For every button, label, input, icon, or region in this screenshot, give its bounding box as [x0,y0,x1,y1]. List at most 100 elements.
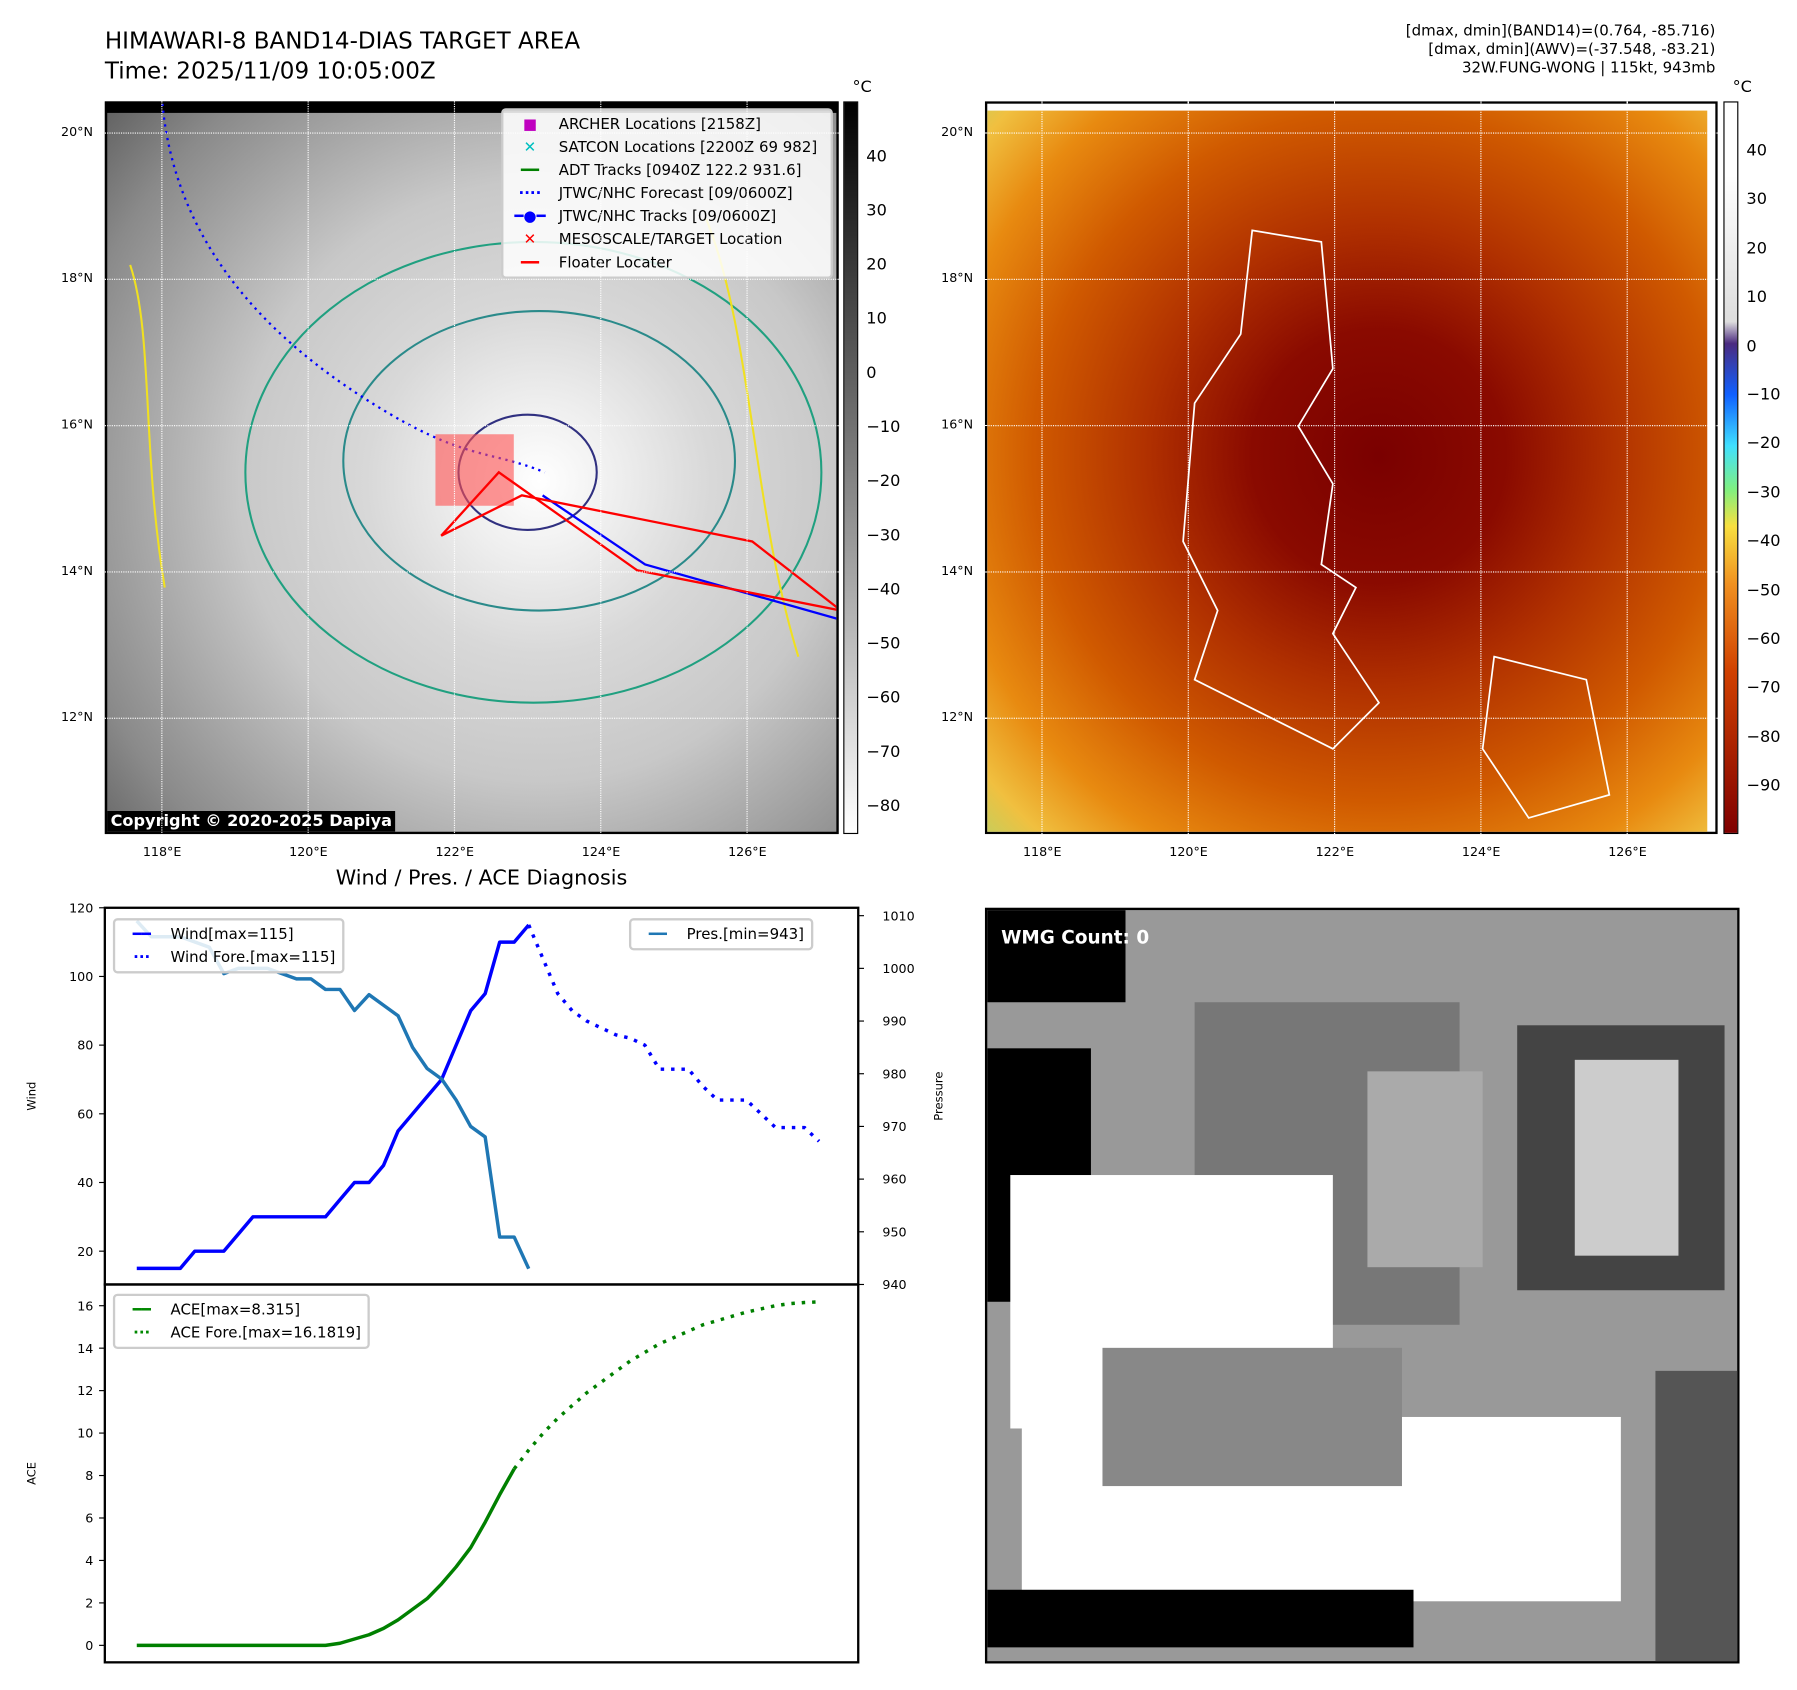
y-axis-label: ACE [25,1462,39,1485]
colorbar-tick: −80 [1746,727,1781,747]
figure-title: HIMAWARI-8 BAND14-DIAS TARGET AREA [104,26,581,55]
map2-overlay [1182,229,1611,819]
band14-range: [dmax, dmin](BAND14)=(0.764, -85.716) [1405,23,1716,41]
x-marker-icon: ✕ [523,230,537,249]
legend-label: MESOSCALE/TARGET Location [558,230,783,249]
lon-tick-label: 126°E [1608,844,1647,860]
wmg-cell [987,1589,1414,1648]
series-line-ace-fore- [512,1300,820,1470]
y2-axis-label: Pressure [931,1072,945,1121]
lat-tick-label: 16°N [61,417,94,432]
contour-yellow [129,264,166,588]
lat-gridline [104,717,839,719]
y-tick-label: 16 [77,1298,93,1313]
legend-item: ━●━ JTWC/NHC Tracks [09/0600Z] [510,205,823,228]
dotted-line-icon: ··· [133,948,151,966]
legend-item: ━━ ADT Tracks [0940Z 122.2 931.6] [510,159,823,182]
lon-gridline [1626,101,1628,835]
y-tick-label: 60 [77,1106,93,1121]
lon-gridline [746,101,748,836]
lat-tick-label: 12°N [61,709,94,725]
y2-tick-label: 1010 [882,908,914,923]
y-tick-label: 12 [77,1383,93,1398]
coastline [1481,655,1611,819]
colorbar-tick: 0 [1746,337,1757,356]
y-tick-label: 100 [69,969,93,984]
wmg-count: WMG Count: 0 [1001,926,1150,949]
pressure-legend: ━━ Pres.[min=943] [628,918,814,951]
lat-tick-label: 14°N [61,563,94,579]
colorbar-tick: −90 [1746,776,1781,796]
legend-label: SATCON Locations [2200Z 69 982] [558,138,818,157]
lon-tick-label: 124°E [581,844,621,860]
awv-imagery [987,110,1708,832]
jtwc-track [541,494,837,620]
legend-label: ARCHER Locations [2158Z] [558,115,761,134]
wind-legend: ━━ Wind[max=115] ··· Wind Fore.[max=115] [112,918,345,974]
floater-locater [440,470,837,611]
awv-range: [dmax, dmin](AWV)=(-37.548, -83.21) [1428,41,1716,59]
colorbar-tick: −40 [1746,532,1781,551]
lon-tick-label: 120°E [289,844,328,860]
y-tick-label: 0 [85,1638,93,1653]
legend-ace: ACE[max=8.315] [170,1301,301,1319]
legend-label: Floater Locater [558,254,672,272]
colorbar-tick: 10 [1746,288,1767,307]
colorbar-tick: −20 [1746,434,1781,454]
y-tick-label: 40 [77,1175,93,1190]
lat-tick-label: 20°N [941,124,974,140]
legend-label: JTWC/NHC Forecast [09/0600Z] [558,184,793,203]
colorbar-tick: 30 [866,201,887,221]
colorbar-tick: −70 [1746,678,1781,698]
series-line-wind-fore- [527,924,821,1143]
colorbar-tick: 30 [1746,190,1767,209]
y-tick-label: 6 [85,1511,93,1526]
y-tick-label: 8 [85,1468,93,1483]
colorbar-tick: −60 [1746,630,1781,649]
colorbar-tick: −10 [1746,385,1781,405]
lat-tick-label: 18°N [941,270,974,286]
colorbar-tick: −20 [866,472,901,491]
forecast-track [161,103,546,474]
y-tick-label: 80 [77,1038,93,1053]
colorbar-awv [1723,101,1739,835]
lat-gridline [984,425,1718,427]
plot-frame [103,1283,860,1664]
solid-line-icon: ━━ [648,925,667,943]
dotted-line-icon: ··· [133,1324,151,1342]
legend-item: ━━ Floater Locater [510,251,823,274]
line-dot-icon: ━●━ [514,207,546,226]
colorbar-unit-2: °C [1732,78,1752,97]
y2-tick-label: 980 [882,1066,906,1081]
colorbar-tick: −70 [866,743,901,762]
y-axis-label: Wind [25,1082,39,1111]
lon-gridline [1334,101,1336,835]
square-marker-icon: ■ [522,115,537,134]
lon-gridline [161,101,163,836]
legend-wind: Wind[max=115] [170,925,294,943]
lat-gridline [104,132,839,134]
lat-tick-label: 18°N [61,270,94,286]
chart-title: Wind / Pres. / ACE Diagnosis [335,866,628,891]
colorbar-unit: °C [852,78,872,97]
lat-gridline [104,571,839,573]
wmg-cell [1655,1370,1738,1662]
solid-line-icon: ━━ [132,1301,151,1319]
lon-tick-label: 122°E [435,844,474,860]
y2-tick-label: 970 [882,1119,906,1134]
legend-item: ✕ SATCON Locations [2200Z 69 982] [510,136,823,159]
contour-ring [342,310,737,612]
wmg-cell [1367,1071,1483,1268]
solid-line-icon: ━━ [132,925,151,943]
colorbar-tick: −80 [866,797,901,816]
colorbar-tick: −10 [866,418,901,437]
y-tick-label: 120 [69,900,93,915]
storm-info: 32W.FUNG-WONG | 115kt, 943mb [1461,59,1716,78]
lon-gridline [600,101,602,836]
colorbar-tick: −30 [866,526,901,545]
lat-tick-label: 20°N [61,124,94,140]
coastline [1182,229,1381,750]
colorbar-tick: 20 [1746,239,1767,258]
lon-tick-label: 124°E [1461,844,1501,860]
y-tick-label: 10 [77,1426,93,1441]
